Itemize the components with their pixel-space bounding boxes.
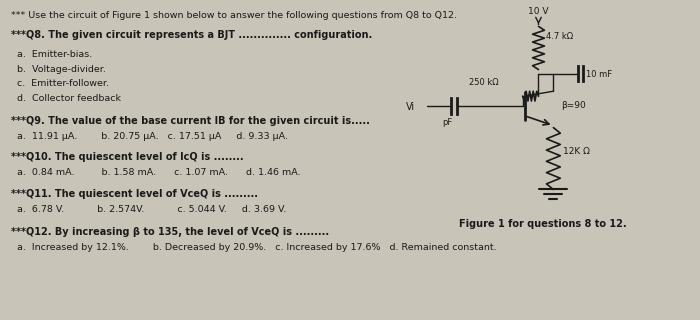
- Text: 10 mF: 10 mF: [586, 69, 612, 79]
- Text: a.  0.84 mA.         b. 1.58 mA.      c. 1.07 mA.      d. 1.46 mA.: a. 0.84 mA. b. 1.58 mA. c. 1.07 mA. d. 1…: [17, 168, 300, 177]
- Text: ***Q9. The value of the base current IB for the given circuit is.....: ***Q9. The value of the base current IB …: [10, 116, 370, 126]
- Text: Vi: Vi: [405, 102, 414, 112]
- Text: a.  6.78 V.           b. 2.574V.           c. 5.044 V.     d. 3.69 V.: a. 6.78 V. b. 2.574V. c. 5.044 V. d. 3.6…: [17, 205, 286, 214]
- Text: b.  Voltage-divider.: b. Voltage-divider.: [17, 65, 106, 74]
- Text: 10 V: 10 V: [528, 6, 549, 16]
- Text: β=90: β=90: [561, 101, 586, 110]
- Text: ***Q11. The quiescent level of VceQ is .........: ***Q11. The quiescent level of VceQ is .…: [10, 189, 258, 199]
- Text: c.  Emitter-follower.: c. Emitter-follower.: [17, 79, 108, 88]
- Text: *** Use the circuit of Figure 1 shown below to answer the following questions fr: *** Use the circuit of Figure 1 shown be…: [10, 11, 456, 20]
- Text: d.  Collector feedback: d. Collector feedback: [17, 94, 120, 103]
- Text: a.  Emitter-bias.: a. Emitter-bias.: [17, 50, 92, 59]
- Text: 12K Ω: 12K Ω: [564, 147, 590, 156]
- Text: pF: pF: [442, 118, 452, 127]
- Text: a.  Increased by 12.1%.        b. Decreased by 20.9%.   c. Increased by 17.6%   : a. Increased by 12.1%. b. Decreased by 2…: [17, 243, 496, 252]
- Text: Figure 1 for questions 8 to 12.: Figure 1 for questions 8 to 12.: [459, 219, 626, 229]
- Text: ***Q8. The given circuit represents a BJT .............. configuration.: ***Q8. The given circuit represents a BJ…: [10, 30, 372, 40]
- Text: a.  11.91 μA.        b. 20.75 μA.   c. 17.51 μA     d. 9.33 μA.: a. 11.91 μA. b. 20.75 μA. c. 17.51 μA d.…: [17, 132, 288, 141]
- Text: 4.7 kΩ: 4.7 kΩ: [547, 32, 573, 41]
- Text: ***Q12. By increasing β to 135, the level of VceQ is .........: ***Q12. By increasing β to 135, the leve…: [10, 227, 329, 237]
- Text: 250 kΩ: 250 kΩ: [469, 78, 498, 87]
- Text: ***Q10. The quiescent level of IcQ is ........: ***Q10. The quiescent level of IcQ is ..…: [10, 152, 244, 162]
